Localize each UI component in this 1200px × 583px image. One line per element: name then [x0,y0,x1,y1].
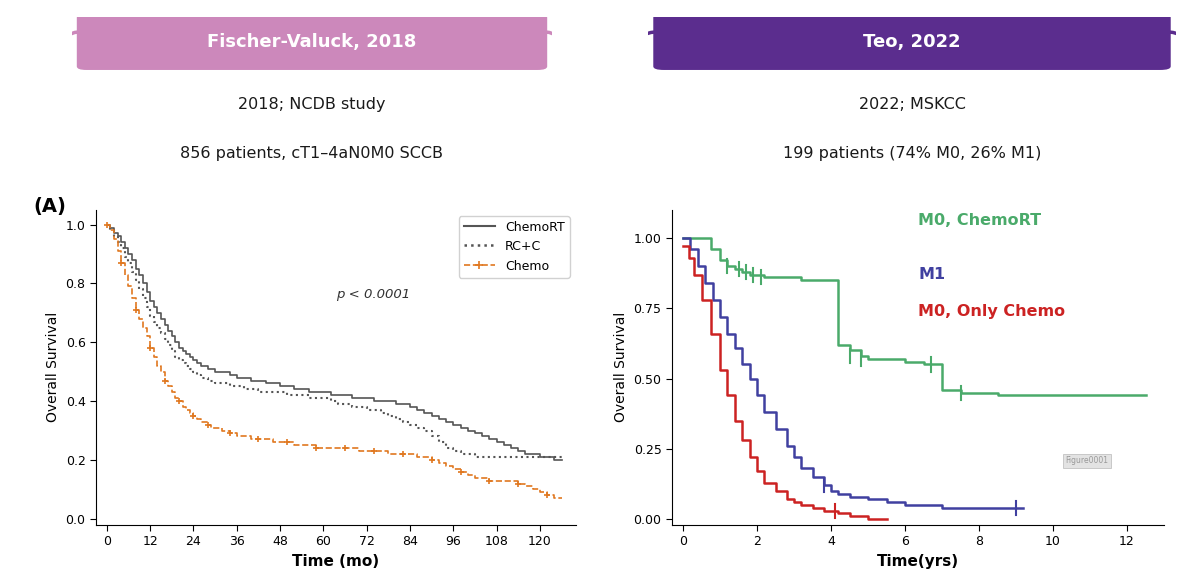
Text: M0, Only Chemo: M0, Only Chemo [918,304,1066,319]
Text: Fischer-Valuck, 2018: Fischer-Valuck, 2018 [208,33,416,51]
FancyBboxPatch shape [653,14,1171,70]
X-axis label: Time (mo): Time (mo) [293,554,379,568]
Text: 199 patients (74% M0, 26% M1): 199 patients (74% M0, 26% M1) [782,146,1042,161]
FancyBboxPatch shape [67,31,557,199]
Text: (A): (A) [34,197,66,216]
Text: Teo, 2022: Teo, 2022 [863,33,961,51]
Text: 856 patients, cT1–4aN0M0 SCCB: 856 patients, cT1–4aN0M0 SCCB [180,146,444,161]
Text: Figure0001: Figure0001 [1066,456,1109,465]
Y-axis label: Overall Survival: Overall Survival [614,312,628,423]
Text: 2022; MSKCC: 2022; MSKCC [858,97,966,113]
Y-axis label: Overall Survival: Overall Survival [46,312,60,423]
FancyBboxPatch shape [643,31,1181,199]
Text: p < 0.0001: p < 0.0001 [336,288,410,301]
X-axis label: Time(yrs): Time(yrs) [877,554,959,568]
Text: M1: M1 [918,266,946,282]
Legend: ChemoRT, RC+C, Chemo: ChemoRT, RC+C, Chemo [458,216,570,278]
FancyBboxPatch shape [77,14,547,70]
Text: 2018; NCDB study: 2018; NCDB study [239,97,385,113]
Text: M0, ChemoRT: M0, ChemoRT [918,213,1042,228]
